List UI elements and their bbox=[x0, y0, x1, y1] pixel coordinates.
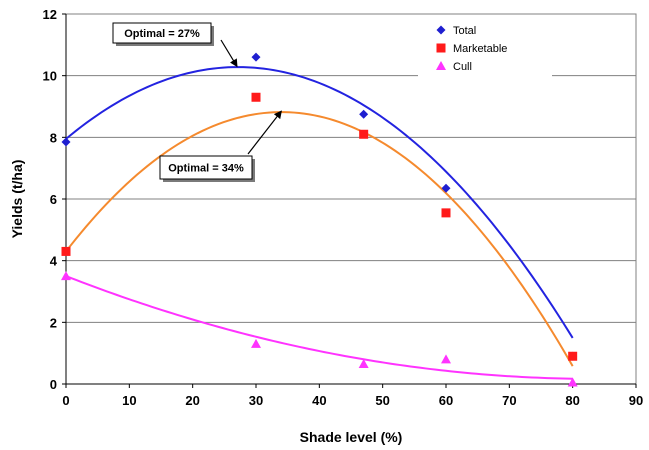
data-point-total bbox=[359, 109, 369, 119]
callout-arrow bbox=[220, 39, 238, 68]
data-point-marketable bbox=[251, 92, 261, 102]
x-tick-label: 30 bbox=[249, 393, 263, 408]
y-tick-labels: 0 2 4 6 8 10 12 bbox=[43, 7, 58, 392]
data-point-marketable bbox=[61, 246, 71, 256]
trendline-cull bbox=[65, 275, 573, 380]
x-tick-label: 0 bbox=[62, 393, 69, 408]
x-tick-label: 10 bbox=[122, 393, 136, 408]
y-axis-title: Yields (t/ha) bbox=[9, 160, 25, 239]
trendlines bbox=[65, 66, 574, 380]
data-point-cull bbox=[441, 354, 451, 364]
x-tick-label: 60 bbox=[439, 393, 453, 408]
callout-box bbox=[159, 155, 253, 180]
axes bbox=[62, 13, 637, 388]
data-point-cull bbox=[251, 338, 261, 348]
callouts: Optimal = 27% Optimal = 34% bbox=[112, 22, 282, 182]
y-tick-label: 8 bbox=[50, 130, 57, 145]
data-point-cull bbox=[358, 358, 369, 368]
data-point-marketable bbox=[568, 351, 578, 361]
gridlines bbox=[66, 13, 636, 323]
x-tick-label: 50 bbox=[375, 393, 389, 408]
data-point-cull bbox=[61, 271, 71, 281]
y-tick-label: 0 bbox=[50, 377, 57, 392]
legend-marker-marketable bbox=[436, 43, 446, 53]
legend-label-cull: Cull bbox=[453, 61, 472, 73]
trendline-total bbox=[65, 66, 574, 339]
data-point-marketable bbox=[441, 208, 451, 218]
legend-marker-total bbox=[436, 25, 446, 35]
x-tick-labels: 0 10 20 30 40 50 60 70 80 90 bbox=[62, 393, 643, 408]
callout-label: Optimal = 27% bbox=[124, 28, 200, 40]
data-point-total bbox=[441, 183, 451, 193]
x-tick-label: 70 bbox=[502, 393, 516, 408]
y-tick-label: 2 bbox=[50, 315, 57, 330]
data-point-marketable bbox=[359, 129, 369, 139]
y-tick-label: 4 bbox=[50, 254, 58, 269]
x-tick-label: 40 bbox=[312, 393, 326, 408]
legend-label-total: Total bbox=[453, 25, 476, 37]
callout-label: Optimal = 34% bbox=[168, 163, 244, 175]
x-tick-label: 20 bbox=[185, 393, 199, 408]
x-tick-label: 90 bbox=[629, 393, 643, 408]
y-tick-label: 6 bbox=[50, 192, 57, 207]
trendline-marketable bbox=[65, 111, 574, 367]
data-point-total bbox=[61, 137, 71, 147]
legend: Total Marketable Cull bbox=[418, 15, 552, 77]
x-tick-label: 80 bbox=[565, 393, 579, 408]
legend-marker-cull bbox=[436, 61, 446, 70]
x-axis-title: Shade level (%) bbox=[300, 429, 403, 445]
data-point-cull bbox=[567, 377, 578, 387]
y-tick-label: 10 bbox=[43, 69, 57, 84]
callout-arrow bbox=[247, 110, 282, 155]
y-tick-label: 12 bbox=[43, 7, 57, 22]
data-points bbox=[61, 52, 578, 387]
callout-box bbox=[112, 22, 212, 44]
data-point-total bbox=[251, 52, 261, 62]
legend-label-marketable: Marketable bbox=[453, 43, 507, 55]
